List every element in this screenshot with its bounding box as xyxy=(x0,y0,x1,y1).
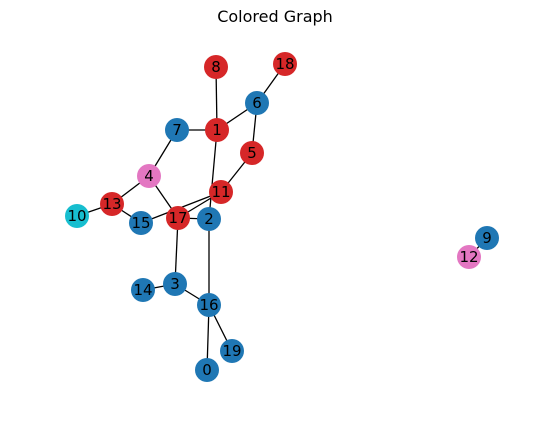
node-circle-13 xyxy=(100,192,124,216)
node-circle-16 xyxy=(197,293,221,317)
node-0: 0 xyxy=(195,358,219,382)
node-label-2: 2 xyxy=(204,210,214,228)
node-label-13: 13 xyxy=(102,195,121,213)
node-circle-19 xyxy=(220,339,244,363)
node-4: 4 xyxy=(137,164,161,188)
node-label-9: 9 xyxy=(482,229,492,247)
node-label-19: 19 xyxy=(222,342,241,360)
node-label-15: 15 xyxy=(131,214,150,232)
node-label-14: 14 xyxy=(133,281,152,299)
node-circle-8 xyxy=(204,55,228,79)
node-16: 16 xyxy=(197,293,221,317)
node-label-1: 1 xyxy=(212,121,222,139)
node-label-8: 8 xyxy=(211,58,221,76)
node-15: 15 xyxy=(129,211,153,235)
node-circle-14 xyxy=(131,278,155,302)
node-circle-1 xyxy=(205,118,229,142)
node-label-5: 5 xyxy=(247,144,257,162)
node-2: 2 xyxy=(197,207,221,231)
node-circle-4 xyxy=(137,164,161,188)
node-9: 9 xyxy=(475,226,499,250)
node-circle-3 xyxy=(163,272,187,296)
node-circle-15 xyxy=(129,211,153,235)
node-circle-12 xyxy=(457,245,481,269)
node-circle-7 xyxy=(165,118,189,142)
node-circle-6 xyxy=(245,91,269,115)
node-label-6: 6 xyxy=(252,94,262,112)
node-12: 12 xyxy=(457,245,481,269)
node-13: 13 xyxy=(100,192,124,216)
node-circle-0 xyxy=(195,358,219,382)
node-7: 7 xyxy=(165,118,189,142)
node-18: 18 xyxy=(273,52,297,76)
node-3: 3 xyxy=(163,272,187,296)
graph-title: Colored Graph xyxy=(217,7,333,26)
node-19: 19 xyxy=(220,339,244,363)
node-5: 5 xyxy=(240,141,264,165)
node-6: 6 xyxy=(245,91,269,115)
node-circle-10 xyxy=(65,204,89,228)
node-circle-2 xyxy=(197,207,221,231)
node-17: 17 xyxy=(166,206,190,230)
node-circle-5 xyxy=(240,141,264,165)
node-label-10: 10 xyxy=(67,207,86,225)
node-circle-9 xyxy=(475,226,499,250)
node-label-12: 12 xyxy=(459,248,478,266)
node-14: 14 xyxy=(131,278,155,302)
edge-1-2 xyxy=(208,129,218,220)
node-label-16: 16 xyxy=(199,296,218,314)
node-label-7: 7 xyxy=(172,121,182,139)
node-label-0: 0 xyxy=(202,361,212,379)
node-label-3: 3 xyxy=(170,275,180,293)
node-label-11: 11 xyxy=(211,183,230,201)
node-circle-18 xyxy=(273,52,297,76)
node-label-17: 17 xyxy=(168,209,187,227)
node-label-4: 4 xyxy=(144,167,154,185)
node-1: 1 xyxy=(205,118,229,142)
node-8: 8 xyxy=(204,55,228,79)
node-11: 11 xyxy=(209,180,233,204)
node-label-18: 18 xyxy=(275,55,294,73)
node-10: 10 xyxy=(65,204,89,228)
node-circle-11 xyxy=(209,180,233,204)
node-circle-17 xyxy=(166,206,190,230)
